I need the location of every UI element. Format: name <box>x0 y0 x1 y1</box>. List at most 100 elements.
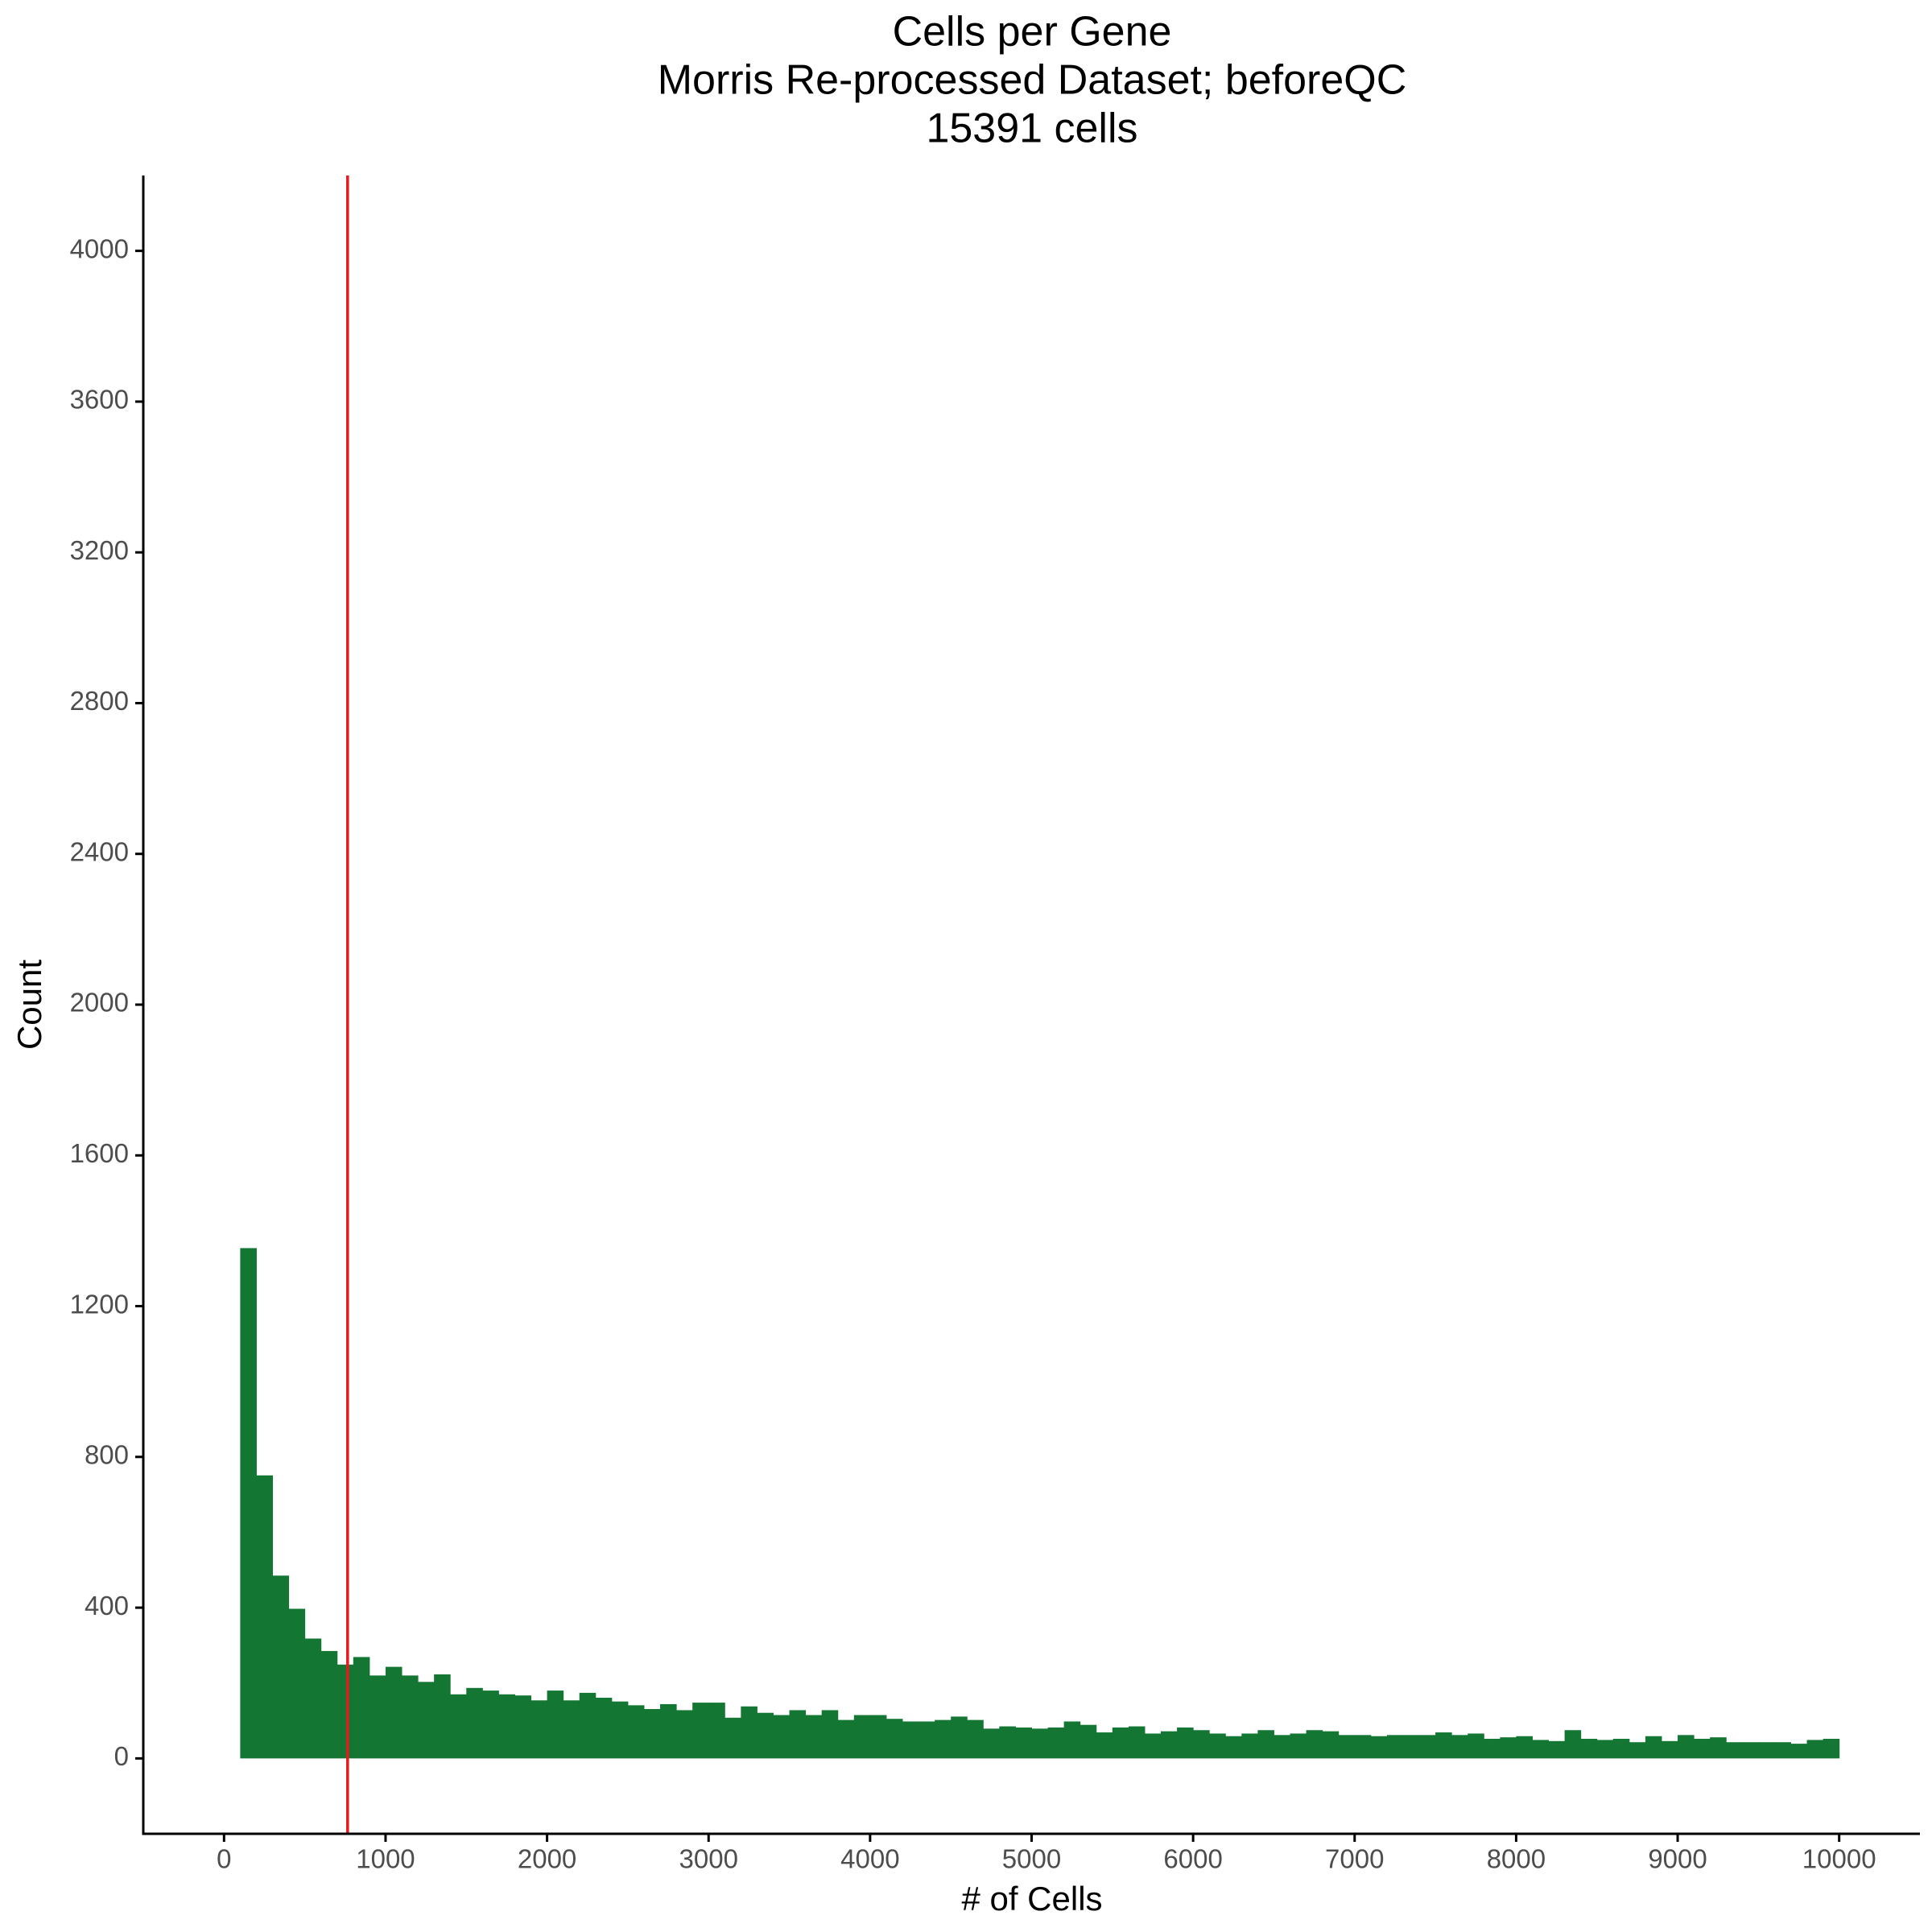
x-tick-label: 2000 <box>518 1844 576 1874</box>
bar <box>837 1719 855 1759</box>
y-tick-label: 2000 <box>70 988 129 1018</box>
bar <box>643 1709 661 1759</box>
bar <box>1161 1731 1178 1759</box>
x-tick-label: 1000 <box>356 1844 415 1874</box>
chart-title: Cells per Gene <box>893 9 1172 56</box>
bar <box>1241 1733 1258 1759</box>
bar <box>1500 1737 1517 1759</box>
bar <box>1274 1735 1291 1759</box>
bar <box>1612 1739 1630 1759</box>
bar <box>1532 1740 1550 1759</box>
bar <box>1177 1727 1194 1759</box>
x-tick-label: 9000 <box>1648 1844 1707 1874</box>
bar <box>466 1687 483 1759</box>
bar <box>1742 1742 1759 1759</box>
bar <box>256 1475 274 1759</box>
bar <box>563 1700 580 1759</box>
y-axis-title: Count <box>10 960 48 1050</box>
bar <box>1548 1740 1566 1759</box>
x-axis-title: # of Cells <box>961 1880 1102 1918</box>
bar <box>1823 1739 1840 1759</box>
bar <box>1290 1733 1307 1759</box>
bar <box>1678 1735 1695 1759</box>
bar <box>336 1664 354 1759</box>
bar <box>886 1719 903 1759</box>
bar <box>1047 1727 1065 1759</box>
x-tick-label: 7000 <box>1325 1844 1384 1874</box>
bar <box>1096 1732 1113 1759</box>
bar <box>1774 1742 1791 1759</box>
bar <box>1209 1733 1226 1759</box>
x-tick-label: 5000 <box>1002 1844 1061 1874</box>
x-tick-label: 0 <box>217 1844 231 1874</box>
bar <box>547 1690 564 1759</box>
y-tick-label: 3200 <box>70 535 129 565</box>
bar <box>1370 1736 1388 1759</box>
y-tick-label: 2800 <box>70 686 129 716</box>
bar <box>1451 1735 1468 1759</box>
bar <box>1645 1736 1662 1759</box>
bar <box>676 1710 693 1759</box>
bar <box>1758 1742 1775 1759</box>
bar <box>1726 1742 1743 1759</box>
bar <box>708 1703 725 1759</box>
bar <box>1128 1726 1146 1759</box>
bar <box>935 1719 952 1759</box>
y-tick-label: 800 <box>85 1440 129 1470</box>
bar <box>919 1721 935 1759</box>
bar <box>902 1721 919 1759</box>
bar <box>530 1700 548 1759</box>
bar <box>595 1697 613 1759</box>
bar <box>1468 1733 1484 1759</box>
bar <box>1112 1727 1129 1759</box>
bar <box>402 1675 419 1759</box>
bar <box>853 1715 871 1759</box>
bar <box>1694 1739 1711 1759</box>
bar <box>353 1657 370 1759</box>
bar <box>789 1710 807 1759</box>
bar <box>1225 1736 1242 1759</box>
bar <box>1516 1736 1533 1759</box>
bar <box>773 1715 791 1759</box>
bar <box>660 1703 677 1759</box>
bar <box>1790 1744 1808 1759</box>
bar <box>320 1650 338 1759</box>
bar <box>514 1695 532 1759</box>
bar <box>1435 1732 1452 1759</box>
bar <box>1354 1735 1372 1759</box>
bar <box>1144 1733 1162 1759</box>
bar <box>1564 1730 1582 1759</box>
bar <box>741 1706 758 1759</box>
bar <box>272 1575 290 1759</box>
bar <box>1596 1740 1614 1759</box>
bar <box>498 1694 515 1759</box>
bar <box>1080 1724 1097 1759</box>
y-tick-label: 1200 <box>70 1289 129 1319</box>
bar <box>999 1726 1016 1759</box>
bar <box>240 1248 257 1759</box>
bar <box>1015 1727 1032 1759</box>
bar <box>1806 1740 1824 1759</box>
bar <box>1710 1737 1727 1759</box>
bar <box>369 1675 386 1759</box>
chart-subtitle: Morris Re-processed Dataset; beforeQC <box>658 57 1407 104</box>
bar <box>951 1716 968 1759</box>
bar <box>1419 1735 1436 1759</box>
bar <box>1257 1730 1274 1759</box>
bar <box>1322 1731 1340 1759</box>
bar <box>1484 1739 1501 1759</box>
bar <box>869 1715 887 1759</box>
x-tick-label: 8000 <box>1487 1844 1546 1874</box>
bar <box>1306 1730 1323 1759</box>
chart-subtitle: 15391 cells <box>926 105 1137 152</box>
y-tick-label: 4000 <box>70 233 129 263</box>
bar <box>1031 1728 1049 1759</box>
bar <box>805 1715 823 1759</box>
y-tick-label: 0 <box>114 1741 129 1771</box>
bar <box>983 1728 1000 1759</box>
bar <box>579 1692 597 1759</box>
x-tick-label: 10000 <box>1802 1844 1876 1874</box>
bar <box>450 1694 467 1759</box>
bar <box>434 1674 451 1759</box>
